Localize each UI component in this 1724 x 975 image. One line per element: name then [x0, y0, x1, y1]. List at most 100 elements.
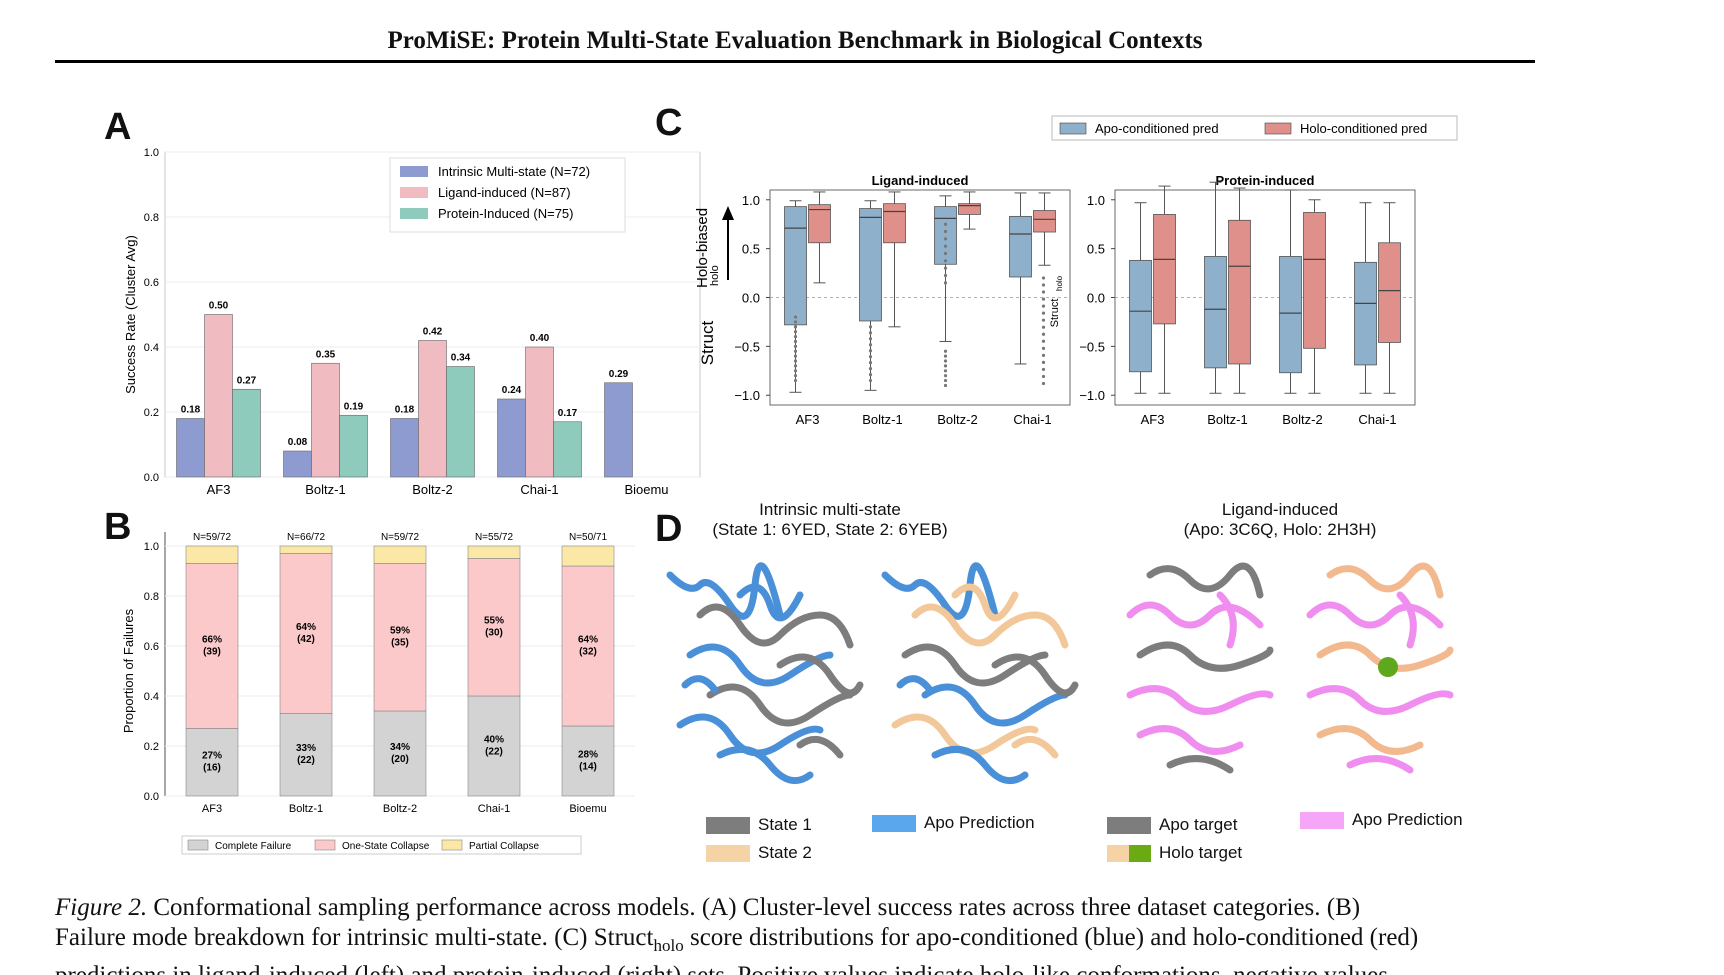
- outlier-point: [793, 349, 798, 353]
- legend-label: Apo-conditioned pred: [1095, 121, 1219, 136]
- apo-box: [1129, 259, 1152, 373]
- outlier-point: [793, 339, 798, 344]
- legend-frame: [1051, 115, 1458, 141]
- outlier-point: [1041, 276, 1046, 280]
- bar: [446, 366, 475, 478]
- outlier-point: [943, 273, 948, 278]
- bar: [418, 340, 447, 478]
- outlier-point: [1041, 353, 1046, 357]
- bar: [232, 388, 261, 478]
- panel-label-d: D: [655, 508, 683, 550]
- bar-value-label: 0.29: [609, 369, 629, 380]
- y-tick-label: −0.5: [734, 339, 760, 354]
- outlier-point: [868, 367, 873, 371]
- bar: [283, 450, 312, 478]
- y-tick-label: 0.0: [144, 472, 159, 484]
- holo-box: [883, 203, 906, 244]
- holo-box: [808, 204, 831, 244]
- segment-label: (42): [297, 634, 315, 645]
- outlier-point: [868, 372, 873, 377]
- segment-label: (20): [391, 754, 409, 765]
- legend-frame: [181, 835, 582, 855]
- outlier-point: [793, 374, 798, 378]
- legend-label: Intrinsic Multi-state (N=72): [438, 164, 590, 179]
- apo-box: [1279, 256, 1302, 374]
- bar: [390, 418, 419, 478]
- outlier-point: [1041, 283, 1046, 287]
- outlier-point: [943, 222, 948, 226]
- legend-swatch: [400, 208, 428, 219]
- segment-label: 59%: [390, 626, 410, 637]
- figure-caption: Figure 2. Conformational sampling perfor…: [55, 893, 1535, 975]
- outlier-point: [793, 354, 798, 358]
- bar-value-label: 0.27: [237, 375, 257, 386]
- x-tick-label: AF3: [207, 482, 231, 497]
- outlier-point: [868, 361, 873, 365]
- y-axis-label: Proportion of Failures: [121, 608, 136, 733]
- x-tick-label: Bioemu: [624, 482, 668, 497]
- x-tick-label: Boltz-1: [1207, 412, 1247, 427]
- outlier-point: [1041, 325, 1046, 329]
- outlier-point: [943, 237, 948, 241]
- outlier-point: [1041, 297, 1046, 301]
- page-title: ProMiSE: Protein Multi-State Evaluation …: [387, 27, 1203, 54]
- stack-segment: [373, 710, 427, 797]
- x-tick-label: Chai-1: [1358, 412, 1396, 427]
- bar: [339, 414, 368, 478]
- outlier-point: [868, 343, 873, 347]
- holo-biased-label: Holo-biased: [694, 208, 711, 288]
- x-tick-label: Boltz-2: [937, 412, 977, 427]
- segment-label: 40%: [484, 734, 504, 745]
- outlier-point: [1041, 318, 1046, 322]
- legend-apo-prediction-2-label: Apo Prediction: [1352, 810, 1463, 829]
- legend-label: Ligand-induced (N=87): [438, 185, 571, 200]
- y-tick-label: 1.0: [742, 193, 760, 208]
- y-tick-label: 0.2: [144, 741, 159, 753]
- legend-state1-label: State 1: [758, 815, 812, 834]
- n-label: N=55/72: [475, 532, 514, 543]
- legend-swatch: [1059, 122, 1087, 135]
- bar: [176, 418, 205, 478]
- x-tick-label: Boltz-1: [305, 482, 345, 497]
- y-tick-label: 0.5: [742, 242, 760, 257]
- segment-label: (32): [579, 646, 597, 657]
- legend-swatch: [1264, 122, 1292, 135]
- n-label: N=59/72: [381, 532, 420, 543]
- y-tick-label: 1.0: [144, 147, 159, 159]
- y-tick-label: 0.8: [144, 212, 159, 224]
- holo-box: [1153, 214, 1176, 325]
- y-axis-label: Success Rate (Cluster Avg): [123, 235, 138, 394]
- n-label: N=66/72: [287, 532, 326, 543]
- title-rule: [55, 60, 1535, 63]
- holo-box: [1033, 210, 1056, 233]
- outlier-point: [943, 369, 948, 373]
- outlier-point: [943, 244, 948, 248]
- stack-segment: [185, 563, 239, 729]
- outlier-point: [793, 369, 798, 373]
- segment-label: 55%: [484, 616, 504, 627]
- legend-state2-label: State 2: [758, 843, 812, 862]
- ligand-plot-title: Ligand-induced: [872, 173, 969, 188]
- struct-holo-label-right-sub: holo: [1055, 275, 1064, 291]
- x-tick-label: AF3: [796, 412, 820, 427]
- outlier-point: [793, 325, 798, 329]
- legend-c: Apo-conditioned pred Holo-conditioned pre…: [1051, 115, 1458, 141]
- outlier-point: [1041, 367, 1046, 372]
- chart-b-failure-modes: 0.0 0.2 0.4 0.6 0.8 1.0 Proportion of Failures…: [121, 532, 635, 855]
- outlier-point: [793, 320, 798, 324]
- struct-holo-label-right: Struct: [1049, 299, 1061, 328]
- caption-line-1: Figure 2. Conformational sampling perfor…: [55, 893, 1535, 923]
- segment-label: 33%: [296, 743, 316, 754]
- stack-segment: [467, 545, 521, 559]
- y-tick-label: 0.0: [1087, 291, 1105, 306]
- swatch-apo-target: [1107, 817, 1151, 835]
- bar-value-label: 0.50: [209, 301, 229, 312]
- x-tick-label: Boltz-1: [862, 412, 902, 427]
- caption-line-2b: score distributions for apo-conditioned …: [683, 924, 1419, 951]
- x-tick-label: Boltz-2: [1282, 412, 1322, 427]
- y-tick-label: −1.0: [734, 388, 760, 403]
- panel-d-group2-subheading: (Apo: 3C6Q, Holo: 2H3H): [1183, 520, 1377, 539]
- outlier-point: [868, 349, 873, 353]
- outlier-point: [1041, 381, 1046, 386]
- panel-label-a: A: [104, 106, 132, 148]
